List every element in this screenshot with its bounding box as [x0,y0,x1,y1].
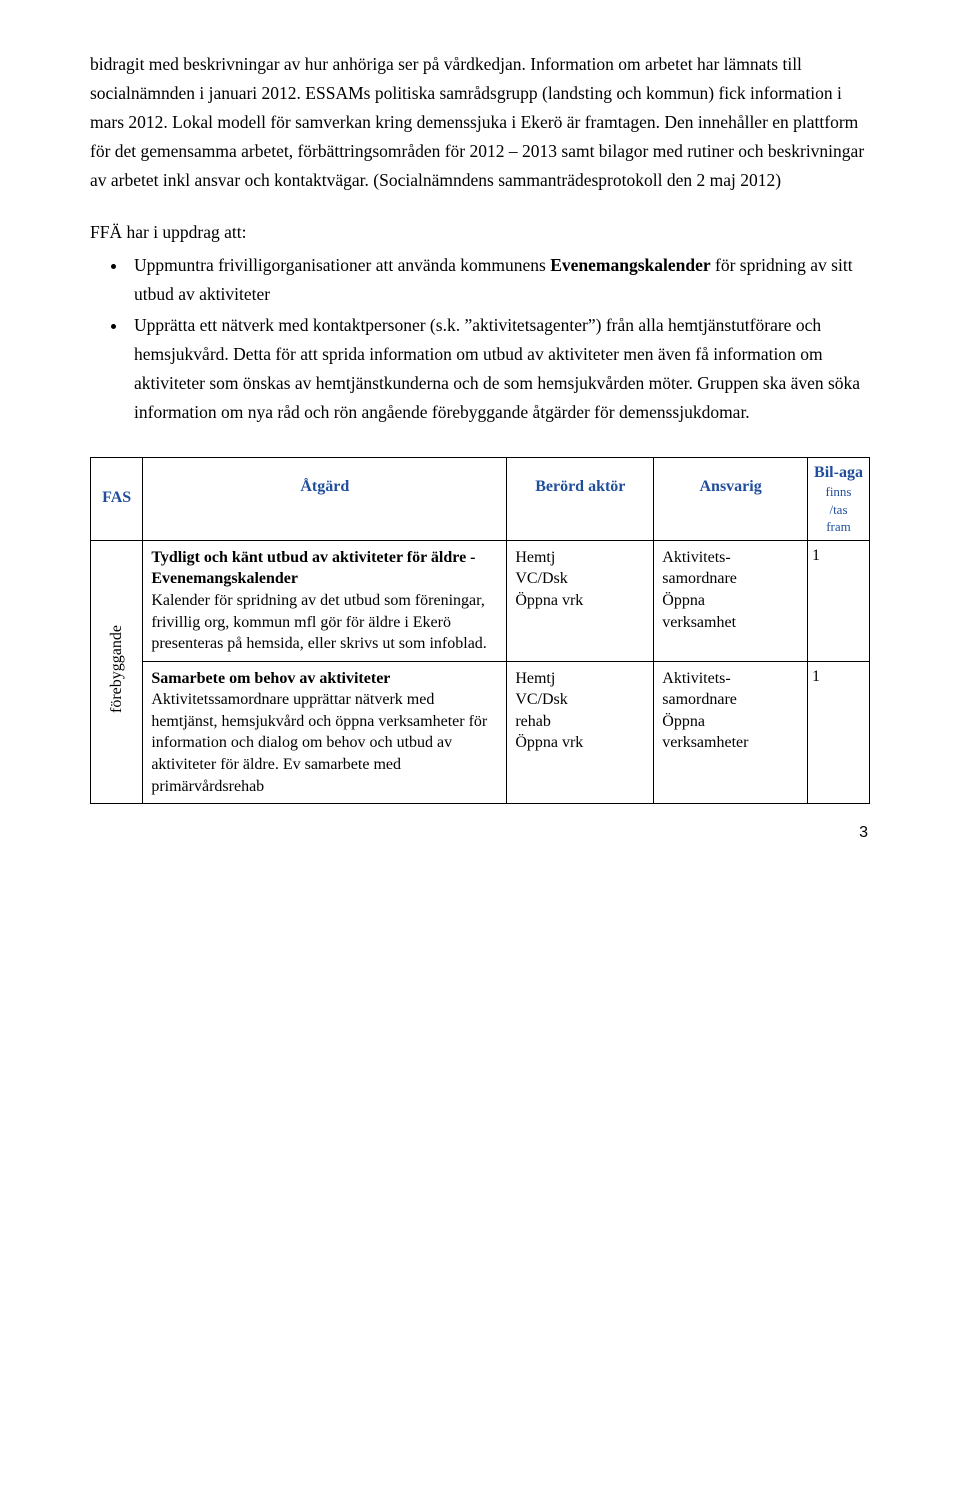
paragraph-1: bidragit med beskrivningar av hur anhöri… [90,50,870,194]
bullet-text: Uppmuntra frivilligorganisationer att an… [134,255,550,275]
cell-resp: Aktivitets- samordnare Öppna verksamhete… [654,661,808,804]
resp-line: Aktivitets- [662,670,730,687]
data-table: FAS Åtgärd Berörd aktör Ansvarig Bil-aga… [90,457,870,805]
actor-line: rehab [515,713,551,730]
action-body: Kalender för spridning av det utbud som … [151,592,486,652]
action-body: Aktivitetssamordnare upprättar nätverk m… [151,691,487,794]
header-fas: FAS [91,457,143,540]
cell-bil: 1 [807,661,869,804]
rotated-label: förebyggande [106,625,128,713]
resp-line: samordnare [662,570,737,587]
resp-line: verksamhet [662,614,736,631]
header-actor: Berörd aktör [507,457,654,540]
section-heading: FFÄ har i uppdrag att: [90,218,870,247]
list-item: Upprätta ett nätverk med kontaktpersoner… [128,311,870,427]
cell-actor: Hemtj VC/Dsk rehab Öppna vrk [507,661,654,804]
header-resp: Ansvarig [654,457,808,540]
header-action: Åtgärd [143,457,507,540]
actor-line: Öppna vrk [515,734,583,751]
cell-resp: Aktivitets- samordnare Öppna verksamhet [654,540,808,661]
resp-line: verksamheter [662,734,748,751]
actor-line: Öppna vrk [515,592,583,609]
action-title: Tydligt och känt utbud av aktiviteter fö… [151,549,475,588]
resp-line: Öppna [662,592,705,609]
header-bil-main: Bil-aga [814,464,863,481]
header-bil: Bil-aga finns /tas fram [807,457,869,540]
list-item: Uppmuntra frivilligorganisationer att an… [128,251,870,309]
cell-fas: förebyggande [91,540,143,804]
actor-line: Hemtj [515,670,555,687]
bullet-bold: Evenemangskalender [550,255,710,275]
cell-action: Samarbete om behov av aktiviteter Aktivi… [143,661,507,804]
resp-line: samordnare [662,691,737,708]
resp-line: Aktivitets- [662,549,730,566]
table-header-row: FAS Åtgärd Berörd aktör Ansvarig Bil-aga… [91,457,870,540]
action-title: Samarbete om behov av aktiviteter [151,670,390,687]
actor-line: VC/Dsk [515,570,567,587]
bullet-list: Uppmuntra frivilligorganisationer att an… [90,251,870,426]
header-bil-sub: /tas [810,501,867,519]
cell-bil: 1 [807,540,869,661]
actor-line: Hemtj [515,549,555,566]
page-number: 3 [90,824,870,842]
header-bil-sub: fram [810,518,867,536]
header-bil-sub: finns [810,483,867,501]
resp-line: Öppna [662,713,705,730]
cell-action: Tydligt och känt utbud av aktiviteter fö… [143,540,507,661]
table-row: förebyggande Tydligt och känt utbud av a… [91,540,870,661]
cell-actor: Hemtj VC/Dsk Öppna vrk [507,540,654,661]
table-row: Samarbete om behov av aktiviteter Aktivi… [91,661,870,804]
actor-line: VC/Dsk [515,691,567,708]
page-container: bidragit med beskrivningar av hur anhöri… [0,0,960,882]
